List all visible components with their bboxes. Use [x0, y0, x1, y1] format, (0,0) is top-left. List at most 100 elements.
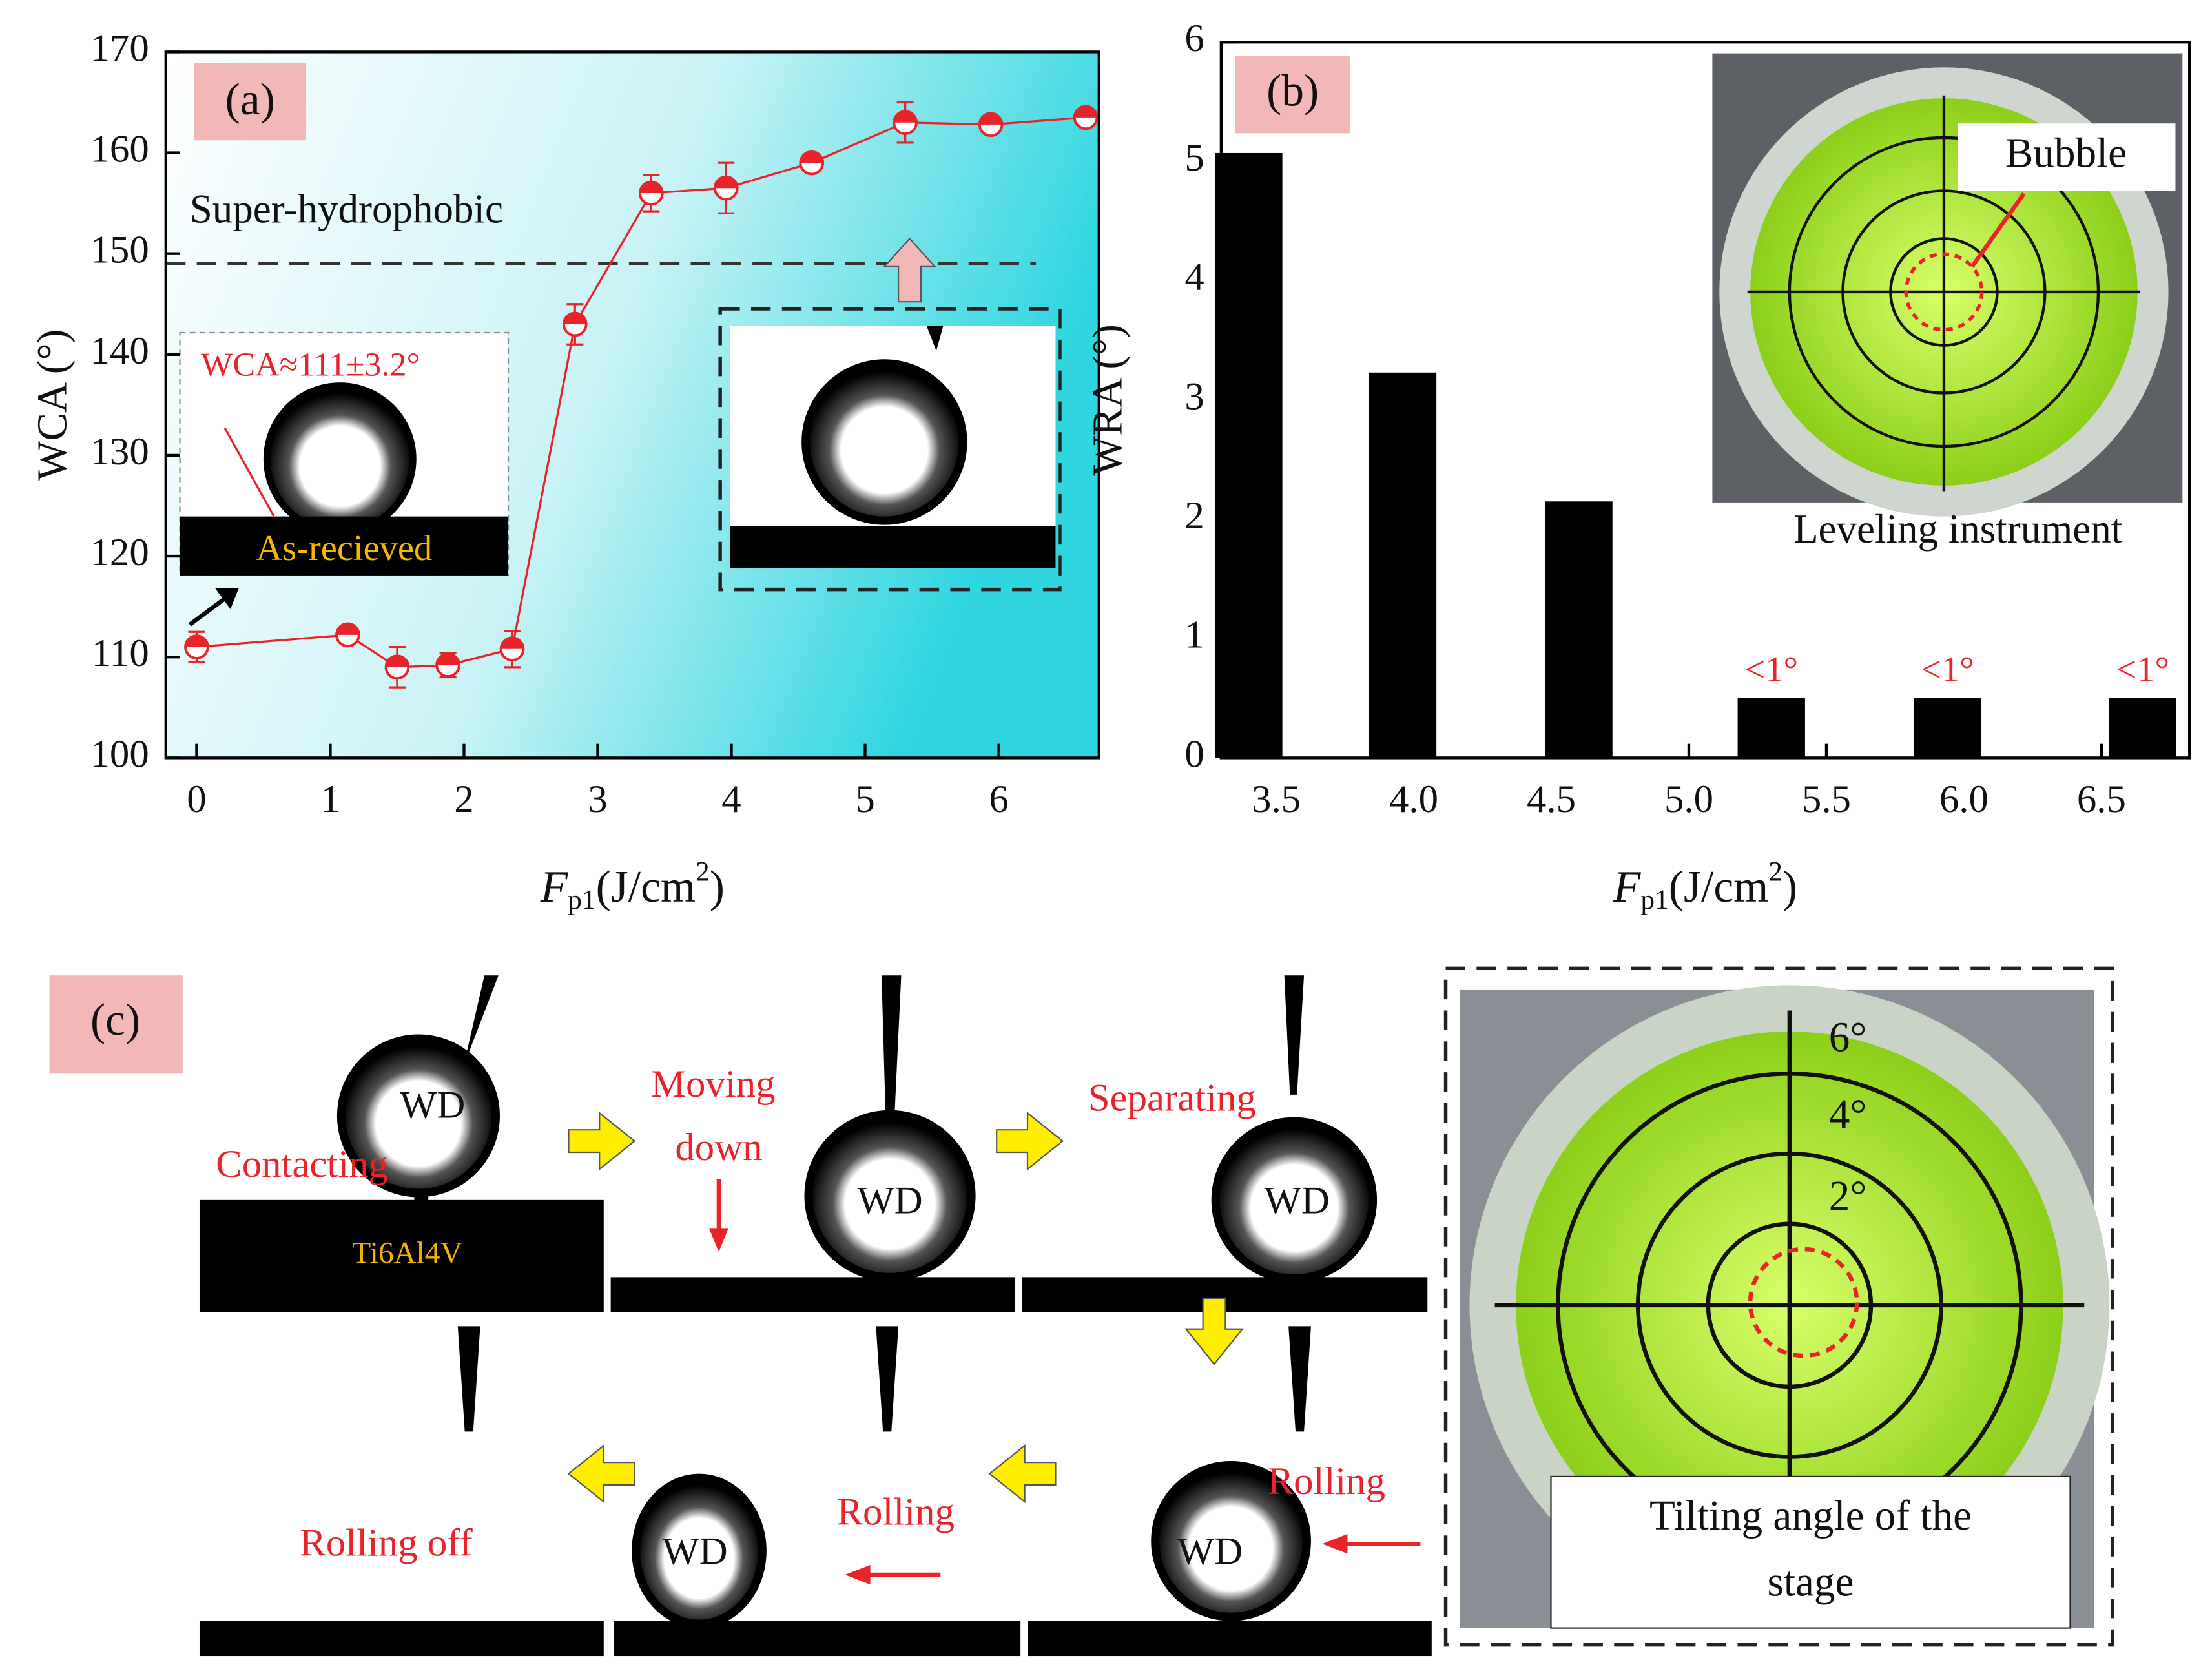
substrate [610, 1277, 1015, 1312]
chart-a: (a) Super-hydrophobic WCA≈111±3.2° As-recie… [29, 26, 1100, 915]
x-tick-label: 5.0 [1664, 778, 1713, 821]
annotation: WCA≈111±3.2° [201, 346, 420, 383]
x-axis-label: Fp1(J/cm2) [540, 856, 725, 915]
y-tick-label: 160 [90, 128, 149, 171]
y-tick-label: 5 [1184, 136, 1204, 180]
level-mark: 6° [1829, 1014, 1867, 1061]
needle [876, 1326, 899, 1432]
marker-fill [894, 111, 917, 123]
level-mark: 4° [1829, 1092, 1867, 1138]
marker-fill [386, 656, 409, 667]
x-axis-label-part: (J/cm [1669, 862, 1768, 912]
droplet [1211, 1117, 1378, 1283]
x-tick-label: 2 [454, 778, 473, 821]
step-label: Moving [651, 1063, 776, 1106]
motion-arrow-head [708, 1228, 729, 1252]
x-axis-label: Fp1(J/cm2) [1613, 856, 1797, 915]
needle [1284, 975, 1305, 1095]
x-axis-label-part: p1 [568, 884, 595, 915]
y-tick-label: 0 [1184, 732, 1204, 776]
bubble-marker [1748, 1247, 1859, 1358]
droplet [263, 382, 417, 535]
y-tick-label: 110 [92, 632, 149, 675]
marker-fill [1074, 106, 1097, 118]
label-box [49, 975, 183, 1074]
label-box [1235, 56, 1350, 134]
needle [1288, 1326, 1311, 1432]
droplet [804, 1110, 976, 1281]
bar [1545, 501, 1613, 758]
panel-label: (c) [90, 995, 140, 1045]
annotation: As-recieved [256, 528, 432, 568]
x-tick-label: 5.5 [1802, 778, 1851, 821]
annotation: Super-hydrophobic [190, 187, 503, 232]
x-tick-label: 6.0 [1939, 778, 1989, 821]
panel-label: (b) [1266, 67, 1319, 116]
droplet-label: WD [1265, 1179, 1330, 1222]
contact-line [223, 427, 275, 517]
caption: stage [1768, 1559, 1854, 1605]
caption-box [1550, 1475, 2071, 1629]
panel-label: (a) [225, 75, 275, 125]
y-tick-label: 100 [90, 732, 149, 776]
marker-fill [639, 181, 663, 193]
panel-c: (c) Ti6Al4V Contacting [49, 966, 2114, 1657]
bar [1914, 698, 1981, 758]
x-tick-label: 1 [320, 778, 340, 821]
bubble-marker [1904, 252, 1984, 332]
y-tick-label: 140 [90, 329, 149, 373]
needle-tip [926, 326, 944, 351]
up-arrow [882, 237, 937, 303]
x-tick-label: 5 [855, 778, 874, 821]
value-label: <1° [1744, 650, 1798, 690]
x-axis-label-part: 2 [1768, 856, 1782, 887]
x-axis-label-part: (J/cm [596, 862, 696, 912]
droplet-label: WD [400, 1084, 465, 1127]
y-tick-label: 6 [1184, 17, 1204, 60]
substrate [730, 526, 1056, 569]
annotation: Bubble [2005, 130, 2127, 176]
x-axis-label-part: ) [710, 862, 725, 912]
flow-arrow [568, 1111, 636, 1171]
substrate [613, 1621, 1021, 1657]
x-axis-label-part: F [1613, 862, 1642, 912]
x-tick-label: 4.0 [1389, 778, 1438, 821]
callout-line [1970, 192, 2026, 268]
step-label: Separating [1088, 1077, 1256, 1120]
droplet-label: WD [1177, 1530, 1243, 1573]
marker-fill [437, 654, 460, 665]
x-tick-label: 6 [989, 778, 1008, 821]
x-axis-label-part: p1 [1640, 884, 1668, 915]
pointer-arrow [188, 594, 229, 627]
y-axis-label: WCA (°) [29, 329, 76, 481]
value-label: <1° [1921, 650, 1974, 690]
inset-frame [718, 307, 1062, 592]
substrate [199, 1199, 604, 1312]
bar [2109, 698, 2176, 758]
pointer-arrow-head [214, 588, 239, 610]
x-tick-label: 3.5 [1252, 778, 1301, 821]
plot-frame [164, 50, 1100, 760]
value-label: <1° [2116, 650, 2169, 690]
x-axis-label-part: 2 [696, 856, 710, 887]
motion-arrow-head [845, 1564, 871, 1585]
flow-arrow [988, 1444, 1057, 1504]
y-tick-label: 2 [1184, 494, 1204, 537]
droplet-label: WD [662, 1530, 727, 1573]
step-label: Rolling off [300, 1522, 473, 1565]
y-tick-label: 3 [1184, 375, 1204, 418]
flow-arrow [996, 1111, 1064, 1171]
callout-box [1958, 123, 2176, 191]
substrate [199, 1621, 604, 1657]
photo-frame [1443, 966, 2114, 1647]
x-tick-label: 0 [187, 778, 206, 821]
marker-fill [501, 638, 524, 649]
substrate [180, 516, 509, 576]
droplet [1151, 1461, 1311, 1621]
x-tick-label: 4 [721, 778, 741, 821]
y-tick-label: 170 [90, 26, 149, 70]
y-tick-label: 120 [90, 531, 149, 574]
y-tick-label: 150 [90, 229, 149, 272]
bar [1737, 698, 1805, 758]
y-tick-label: 4 [1184, 256, 1204, 299]
